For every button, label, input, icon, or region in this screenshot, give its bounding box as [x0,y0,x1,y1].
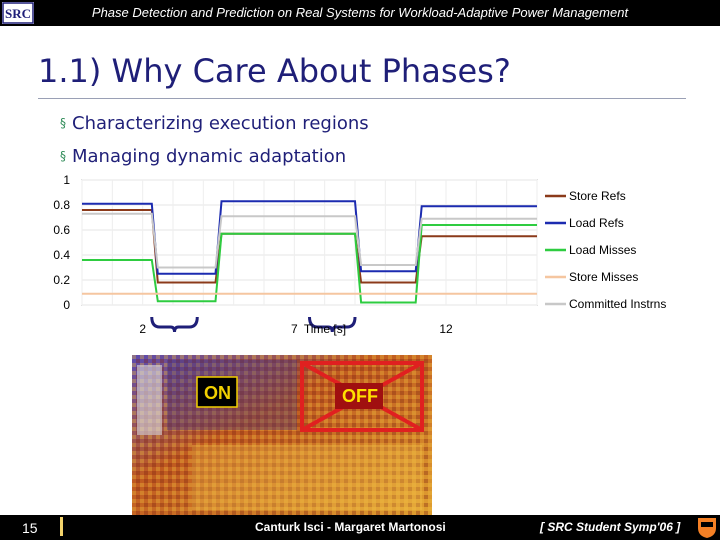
svg-text:SRC: SRC [5,6,31,21]
x-tick-label: 2 [139,322,146,336]
series-line [82,212,537,269]
bullet-item: § Characterizing execution regions [60,113,369,134]
x-tick-label: 12 [439,322,453,336]
y-tick-label: 0.8 [53,198,70,212]
bullet-icon: § [60,116,66,130]
footer-bar: 15 Canturk Isci - Margaret Martonosi [ S… [0,515,720,540]
legend-label: Store Refs [569,189,626,203]
bullet-icon: § [60,149,66,163]
presentation-title: Phase Detection and Prediction on Real S… [91,5,629,20]
phase-chart: 0 0.2 0.4 0.6 0.8 1 2 7 12 Store Refs Load Refs L… [53,173,666,336]
x-axis-label: Time [s] [304,322,346,336]
footer-divider [60,517,63,536]
plot-area [81,179,538,306]
bullet-item: § Managing dynamic adaptation [60,146,346,167]
title-divider [38,98,686,99]
header-bar: SRC Phase Detection and Prediction on Re… [0,0,720,26]
off-label: OFF [342,386,378,406]
bullet-text: Characterizing execution regions [72,113,369,134]
legend-label: Load Refs [569,216,624,230]
y-tick-label: 1 [63,173,70,187]
y-tick-label: 0 [63,298,70,312]
on-label: ON [204,383,231,403]
series-line [82,224,537,304]
authors-text: Canturk Isci - Margaret Martonosi [255,520,446,534]
legend-label: Store Misses [569,270,638,284]
legend-label: Committed Instrns [569,297,666,311]
phase-bracket [150,316,199,333]
src-logo-icon: SRC [2,2,34,24]
phase-bracket [308,316,357,333]
slide-title: 1.1) Why Care About Phases? [38,52,511,90]
y-tick-label: 0.6 [53,223,70,237]
x-tick-label: 7 [291,322,298,336]
y-tick-label: 0.2 [53,273,70,287]
y-tick-label: 0.4 [53,248,70,262]
princeton-shield-icon [696,516,718,539]
slide-number: 15 [22,520,38,536]
bullet-text: Managing dynamic adaptation [72,146,347,167]
venue-text: [ SRC Student Symp'06 ] [540,520,681,534]
processor-die-image: ON OFF [132,355,432,515]
legend-label: Load Misses [569,243,636,257]
